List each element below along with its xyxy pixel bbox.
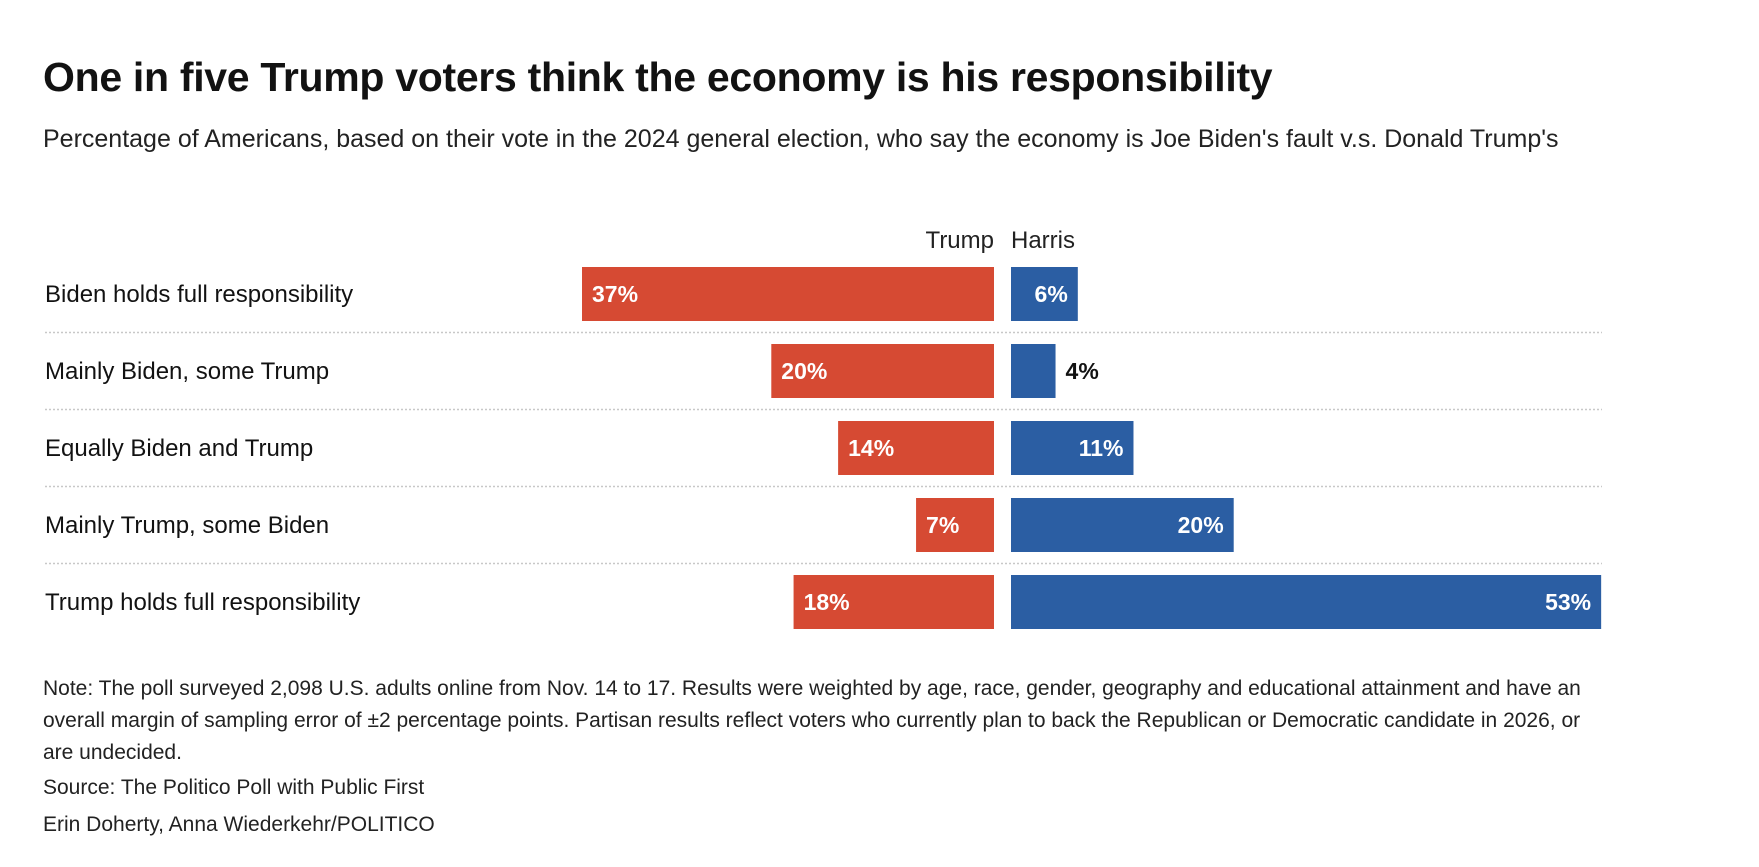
bar-trump [582, 267, 994, 321]
category-label: Biden holds full responsibility [45, 281, 353, 308]
data-label-trump: 37% [592, 281, 638, 307]
data-label-trump: 7% [926, 512, 959, 538]
data-label-harris: 20% [1178, 512, 1224, 538]
data-label-trump: 18% [804, 589, 850, 615]
chart-source: Source: The Politico Poll with Public Fi… [43, 776, 425, 799]
category-label: Trump holds full responsibility [45, 589, 360, 616]
chart-title: One in five Trump voters think the econo… [43, 54, 1273, 100]
data-label-harris: 11% [1079, 435, 1124, 461]
chart-note: Note: The poll surveyed 2,098 U.S. adult… [43, 677, 1581, 764]
chart-subtitle: Percentage of Americans, based on their … [43, 125, 1559, 153]
category-label: Mainly Biden, some Trump [45, 358, 329, 385]
bar-harris [1011, 267, 1078, 321]
legend-harris: Harris [1011, 227, 1075, 254]
category-label: Equally Biden and Trump [45, 435, 313, 462]
data-label-harris: 4% [1066, 358, 1099, 384]
bar-trump [793, 575, 994, 629]
chart-credit: Erin Doherty, Anna Wiederkehr/POLITICO [43, 813, 435, 836]
category-label: Mainly Trump, some Biden [45, 512, 329, 539]
bar-harris [1011, 421, 1134, 475]
bar-trump [771, 344, 994, 398]
bar-harris [1011, 575, 1602, 629]
data-label-trump: 20% [781, 358, 827, 384]
chart-area: Trump Harris Biden holds full responsibili… [45, 227, 1602, 629]
data-label-harris: 53% [1545, 589, 1591, 615]
bar-trump [916, 498, 994, 552]
legend-trump: Trump [926, 227, 994, 254]
data-label-trump: 14% [848, 435, 894, 461]
bar-trump [838, 421, 994, 475]
bar-harris [1011, 344, 1056, 398]
data-label-harris: 6% [1035, 281, 1068, 307]
bar-harris [1011, 498, 1234, 552]
